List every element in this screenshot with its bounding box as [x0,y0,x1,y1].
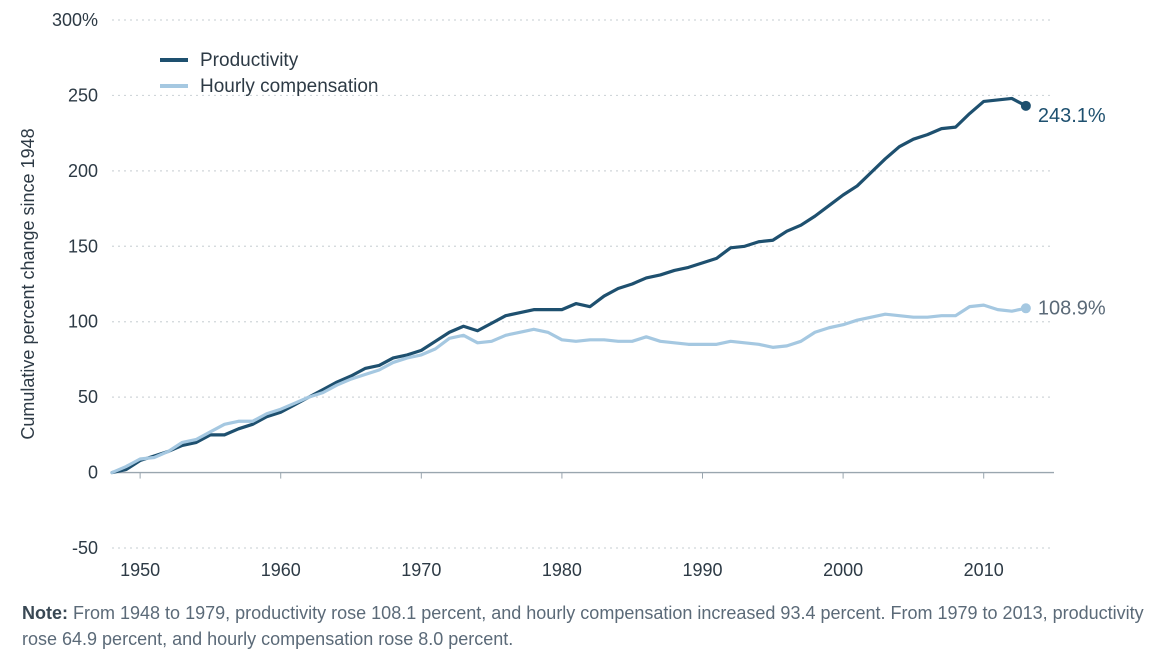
x-tick-label: 1950 [120,560,160,580]
legend-label: Productivity [200,50,299,71]
legend-label: Hourly compensation [200,76,378,97]
x-tick-label: 1960 [261,560,301,580]
series-productivity [112,98,1026,472]
x-tick-label: 1990 [682,560,722,580]
y-tick-label: 0 [88,463,98,483]
y-tick-label: 300% [52,10,98,30]
x-tick-label: 2010 [964,560,1004,580]
legend-swatch [160,58,188,62]
y-tick-label: -50 [72,538,98,558]
x-tick-label: 1980 [542,560,582,580]
end-marker-compensation [1021,303,1031,313]
chart-note: Note: From 1948 to 1979, productivity ro… [22,600,1152,652]
y-tick-label: 100 [68,312,98,332]
x-tick-label: 1970 [401,560,441,580]
y-tick-label: 250 [68,85,98,105]
end-label-compensation: 108.9% [1038,297,1106,319]
note-text: From 1948 to 1979, productivity rose 108… [22,603,1144,649]
series-compensation [112,305,1026,472]
y-axis-label: Cumulative percent change since 1948 [18,128,38,439]
note-label: Note: [22,603,68,623]
end-marker-productivity [1021,101,1031,111]
x-tick-label: 2000 [823,560,863,580]
end-label-productivity: 243.1% [1038,105,1106,127]
chart-container: -50 0 50 100 150 200 250 300% 1950 1960 1970 1980 19… [0,0,1174,668]
line-chart: -50 0 50 100 150 200 250 300% 1950 1960 1970 1980 19… [0,0,1174,668]
y-tick-label: 150 [68,236,98,256]
y-tick-label: 50 [78,387,98,407]
y-tick-label: 200 [68,161,98,181]
legend-swatch [160,84,188,88]
